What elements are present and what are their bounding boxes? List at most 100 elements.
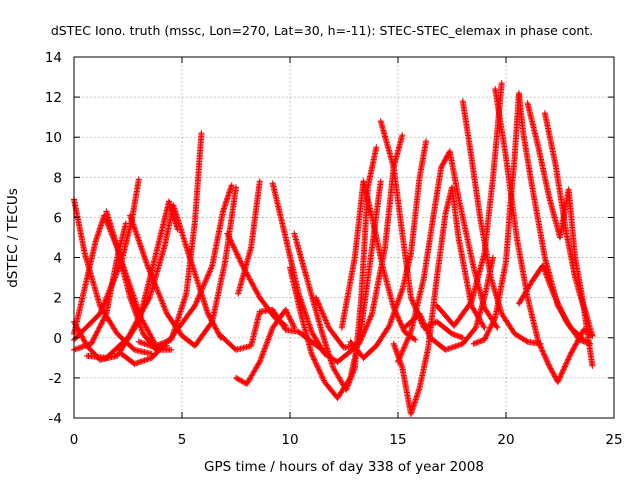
data-point: [490, 254, 497, 261]
data-point: [101, 299, 108, 306]
data-point: [287, 316, 294, 323]
data-point: [236, 255, 243, 262]
data-point: [79, 334, 86, 341]
data-point: [206, 268, 213, 275]
data-point: [373, 144, 380, 151]
data-point: [205, 271, 212, 278]
data-point: [204, 274, 211, 281]
data-point: [93, 331, 100, 338]
data-point: [210, 321, 217, 328]
data-point: [95, 325, 102, 332]
data-points: [71, 80, 596, 417]
data-point: [284, 310, 291, 317]
data-point: [226, 236, 233, 243]
data-point: [229, 241, 236, 248]
data-point: [283, 308, 290, 315]
data-point: [88, 340, 95, 347]
data-point: [207, 316, 214, 323]
data-point: [202, 278, 209, 285]
data-point: [286, 313, 293, 320]
data-point: [200, 282, 207, 289]
data-point: [101, 314, 108, 321]
data-point: [198, 130, 205, 137]
data-point: [234, 252, 241, 259]
data-point: [230, 243, 237, 250]
data-point: [289, 320, 296, 327]
data-point: [130, 345, 137, 352]
data-point: [225, 231, 232, 238]
data-point: [81, 337, 88, 344]
data-point: [92, 332, 99, 339]
data-point: [195, 295, 202, 302]
data-point: [256, 178, 263, 185]
data-point: [208, 265, 215, 272]
data-point: [228, 182, 235, 189]
data-point: [102, 313, 109, 320]
data-point: [226, 234, 233, 241]
data-point: [235, 254, 242, 261]
data-point: [208, 317, 215, 324]
data-point: [399, 132, 406, 139]
data-point: [288, 319, 295, 326]
data-point: [102, 297, 109, 304]
data-point: [236, 256, 243, 263]
data-point: [286, 315, 293, 322]
data-point: [237, 258, 244, 265]
data-point: [228, 238, 235, 245]
data-point: [209, 318, 216, 325]
data-point: [233, 184, 239, 191]
data-point: [209, 320, 216, 327]
data-point: [91, 335, 98, 342]
data-point: [215, 329, 221, 336]
data-point: [228, 240, 235, 247]
data-point: [206, 313, 213, 320]
data-point: [100, 316, 107, 323]
data-point: [93, 329, 100, 336]
data-point: [98, 307, 105, 314]
data-point: [99, 303, 106, 310]
data-point: [212, 325, 219, 332]
data-point: [97, 309, 104, 316]
data-point: [284, 309, 291, 316]
data-point: [211, 322, 218, 329]
data-point: [195, 294, 202, 301]
data-point: [98, 320, 105, 327]
data-point: [197, 289, 204, 296]
data-point: [99, 318, 106, 325]
data-point: [80, 336, 87, 343]
data-point: [287, 317, 294, 324]
data-point: [255, 360, 262, 367]
data-point: [201, 279, 208, 286]
data-point: [91, 333, 98, 340]
data-point: [88, 339, 95, 346]
data-point: [291, 324, 298, 331]
data-point: [207, 266, 214, 273]
data-point: [99, 317, 106, 324]
data-point: [98, 306, 105, 313]
data-point: [199, 285, 206, 292]
data-point: [97, 323, 104, 330]
data-point: [212, 324, 219, 331]
data-point: [97, 321, 104, 328]
data-point: [94, 328, 101, 335]
data-point: [203, 275, 210, 282]
data-point: [100, 302, 107, 309]
data-point: [193, 298, 200, 305]
data-point: [122, 220, 129, 227]
data-point: [233, 250, 240, 257]
data-point: [201, 281, 208, 288]
data-point: [192, 301, 199, 308]
data-point: [208, 264, 215, 271]
data-point: [206, 269, 213, 276]
data-point: [199, 284, 206, 291]
data-point: [225, 233, 232, 240]
data-point: [193, 299, 200, 306]
data-point: [204, 310, 211, 317]
data-point: [168, 346, 175, 353]
data-point: [204, 272, 211, 279]
data-point: [95, 327, 102, 334]
data-point: [90, 336, 97, 343]
data-point: [213, 326, 220, 333]
data-point: [198, 288, 205, 295]
